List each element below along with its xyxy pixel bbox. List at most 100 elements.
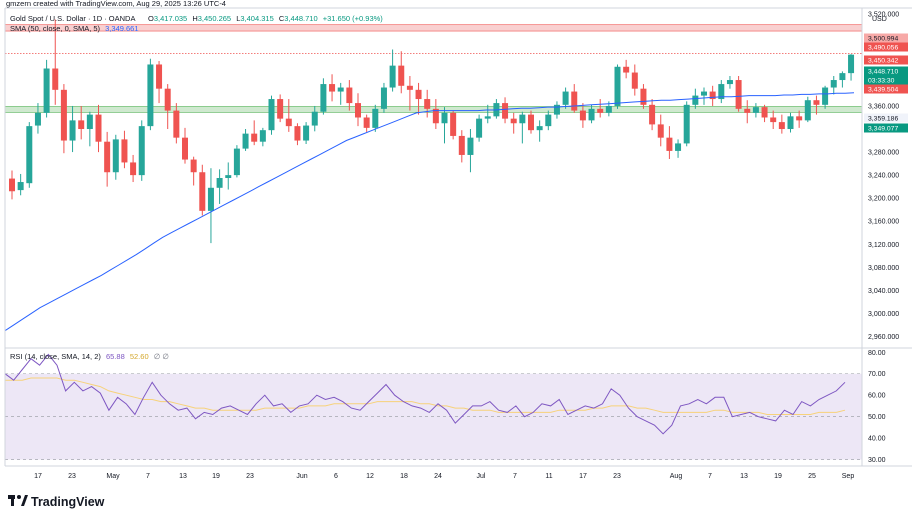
- candle-body: [666, 137, 673, 151]
- time-tick-label: 25: [808, 473, 816, 480]
- candle: [363, 114, 370, 132]
- candle-body: [216, 178, 223, 188]
- candle: [415, 82, 422, 115]
- price-badge-text: 3,450.342: [868, 58, 898, 65]
- candle-body: [588, 108, 595, 121]
- candle: [683, 101, 690, 147]
- candle-body: [104, 141, 111, 173]
- candle: [9, 170, 15, 200]
- candle: [130, 154, 137, 183]
- candle: [510, 112, 517, 134]
- candle-body: [355, 103, 361, 118]
- close-value: 3,448.710: [284, 14, 317, 23]
- candle-body: [86, 114, 93, 130]
- candle: [78, 105, 85, 140]
- candle-body: [631, 72, 638, 89]
- price-tick-label: 3,360.000: [868, 103, 899, 110]
- rsi-ma-value: 52.60: [130, 352, 149, 361]
- candle-body: [182, 137, 188, 160]
- candle-body: [303, 125, 310, 141]
- candle: [225, 162, 232, 190]
- price-badge-resistance-top: 3,500.994: [864, 33, 908, 43]
- candle-body: [52, 68, 59, 90]
- candle: [406, 76, 413, 111]
- candle: [623, 59, 630, 79]
- candle-body: [363, 117, 370, 128]
- rsi-line: [4, 353, 846, 435]
- candle-body: [138, 126, 145, 176]
- candle: [588, 104, 595, 124]
- price-badge-bg: [864, 84, 908, 94]
- time-tick-label: 13: [740, 473, 748, 480]
- sma-line: [4, 92, 855, 332]
- candle: [839, 71, 846, 88]
- price-tick-label: 2,960.000: [868, 334, 899, 341]
- candle: [69, 105, 76, 153]
- open-label: O: [148, 14, 154, 23]
- candle-body: [675, 143, 682, 151]
- candle-body: [294, 126, 301, 141]
- candle: [277, 94, 284, 123]
- candle: [579, 103, 586, 128]
- price-tick-label: 3,200.000: [868, 196, 899, 203]
- sma-legend[interactable]: SMA (50, close, 0, SMA, 5) 3,349.661: [10, 24, 139, 33]
- candle-body: [26, 126, 33, 184]
- high-value: 3,450.265: [198, 14, 231, 23]
- symbol-title[interactable]: Gold Spot / U.S. Dollar · 1D · OANDA: [10, 14, 135, 23]
- candle: [545, 110, 552, 131]
- candle-body: [346, 87, 353, 104]
- time-tick-label: 11: [545, 473, 552, 480]
- candle-body: [770, 117, 777, 123]
- price-badge-bg: [864, 42, 908, 52]
- change-value: +31.650 (+0.93%): [323, 14, 384, 23]
- candle: [528, 110, 534, 134]
- candle-body: [623, 66, 630, 73]
- candle-body: [726, 80, 733, 85]
- rsi-tick-label: 60.00: [868, 393, 886, 400]
- candle: [502, 97, 509, 124]
- tradingview-logo[interactable]: TradingView: [8, 495, 105, 509]
- candle-body: [43, 68, 50, 113]
- candle-body: [285, 118, 292, 127]
- candle: [311, 105, 318, 132]
- rsi-axis: 80.00 70.00 60.00 50.00 40.00 30.00: [868, 350, 886, 464]
- candle-body: [752, 107, 759, 113]
- candle-body: [571, 91, 578, 111]
- candle-body: [95, 114, 102, 142]
- candle: [787, 112, 794, 133]
- price-badge-support-low: 3,349.077: [864, 123, 908, 133]
- currency-label[interactable]: USD: [872, 16, 887, 23]
- open-value: 3,417.035: [154, 14, 187, 23]
- candle: [355, 93, 361, 127]
- candle: [398, 51, 405, 94]
- candle-body: [251, 133, 258, 142]
- candle: [484, 104, 491, 124]
- candle: [190, 156, 197, 186]
- rsi-flags: ∅ ∅: [154, 352, 169, 361]
- rsi-legend[interactable]: RSI (14, close, SMA, 14, 2) 65.88 52.60 …: [10, 352, 169, 361]
- time-tick-label: Aug: [670, 473, 683, 480]
- candle-body: [683, 104, 690, 144]
- candle-body: [701, 91, 707, 96]
- candle-body: [69, 120, 76, 141]
- candle-body: [173, 110, 180, 138]
- time-tick-label: 7: [146, 473, 150, 480]
- candle: [52, 19, 59, 105]
- time-tick-label: Jun: [296, 473, 307, 480]
- candle-body: [199, 172, 206, 211]
- candle-body: [60, 89, 67, 141]
- candle: [640, 84, 647, 109]
- price-badges: 3,500.994 3,490.056 3,450.342 3,448.710 03:3…: [864, 33, 908, 133]
- candle: [718, 80, 725, 104]
- candle-body: [112, 139, 119, 173]
- candle: [778, 114, 785, 134]
- price-badge-bg: [864, 66, 908, 76]
- candle-body: [164, 88, 171, 111]
- price-tick-label: 3,120.000: [868, 242, 899, 249]
- candle: [182, 127, 188, 164]
- time-tick-label: 19: [774, 473, 782, 480]
- candle: [320, 78, 327, 115]
- candle: [389, 49, 396, 92]
- price-badge-text: 3,500.994: [868, 36, 898, 43]
- time-tick-label: Jul: [477, 473, 486, 480]
